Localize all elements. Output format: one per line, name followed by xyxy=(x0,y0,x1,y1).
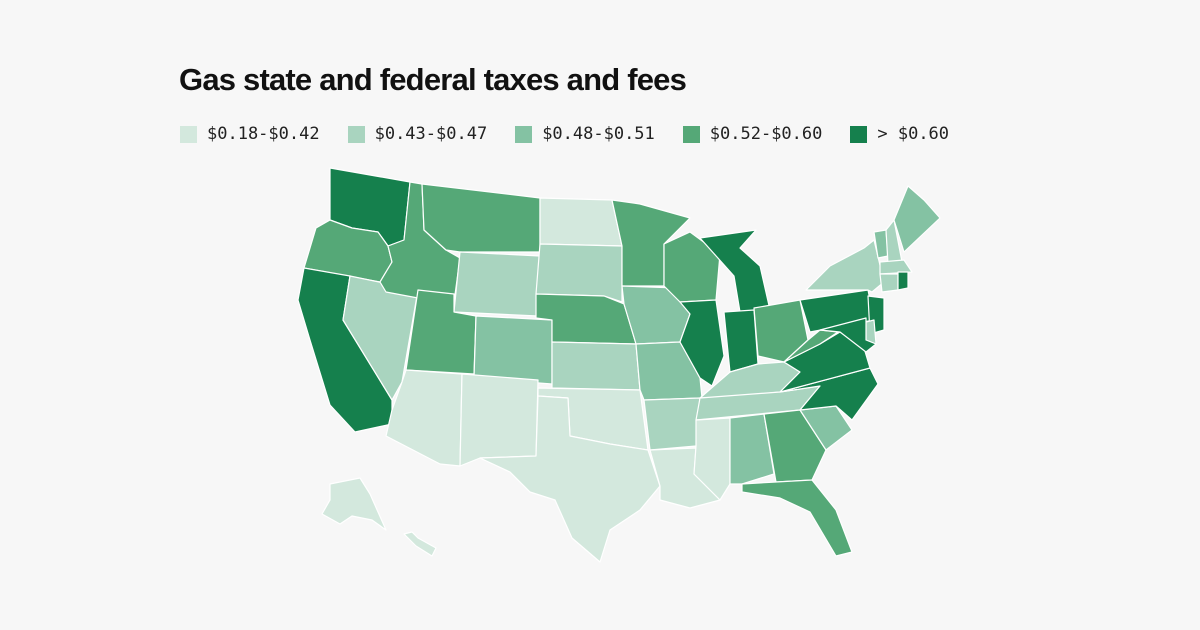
map-title: Gas state and federal taxes and fees xyxy=(179,62,687,97)
state-wy[interactable] xyxy=(453,251,541,317)
state-nm[interactable] xyxy=(459,373,539,467)
legend-item: > $0.60 xyxy=(850,124,949,144)
state-ks[interactable] xyxy=(551,341,641,391)
legend-label: $0.48-$0.51 xyxy=(542,124,655,144)
state-hi[interactable] xyxy=(403,531,437,557)
legend-item: $0.52-$0.60 xyxy=(682,124,823,144)
state-nd[interactable] xyxy=(539,197,623,247)
legend-swatch xyxy=(682,125,700,143)
legend-label: > $0.60 xyxy=(877,124,950,144)
legend-label: $0.52-$0.60 xyxy=(709,124,823,144)
state-co[interactable] xyxy=(473,315,553,385)
state-me[interactable] xyxy=(893,185,941,253)
state-mi[interactable] xyxy=(699,229,771,313)
state-mt[interactable] xyxy=(421,183,541,253)
legend-item: $0.48-$0.51 xyxy=(515,124,655,144)
state-ri[interactable] xyxy=(897,271,909,291)
state-tx[interactable] xyxy=(479,395,661,563)
state-fl[interactable] xyxy=(741,479,853,557)
state-nc[interactable] xyxy=(779,367,879,421)
state-ga[interactable] xyxy=(763,409,827,483)
state-in[interactable] xyxy=(723,309,759,373)
legend: $0.18-$0.42 $0.43-$0.47 $0.48-$0.51 $0.5… xyxy=(180,124,977,144)
legend-swatch xyxy=(347,125,365,143)
state-ak[interactable] xyxy=(321,477,387,531)
legend-label: $0.43-$0.47 xyxy=(374,124,488,144)
state-sd[interactable] xyxy=(535,243,623,303)
state-md[interactable] xyxy=(819,317,877,353)
state-al[interactable] xyxy=(729,413,775,485)
state-ny[interactable] xyxy=(805,239,885,293)
legend-item: $0.43-$0.47 xyxy=(347,124,488,144)
state-ar[interactable] xyxy=(643,397,701,451)
state-il[interactable] xyxy=(679,299,725,387)
state-ma[interactable] xyxy=(879,259,913,275)
legend-item: $0.18-$0.42 xyxy=(180,124,320,144)
state-ct[interactable] xyxy=(879,273,899,293)
legend-label: $0.18-$0.42 xyxy=(207,124,320,144)
legend-swatch xyxy=(850,125,868,143)
legend-swatch xyxy=(180,125,197,143)
legend-swatch xyxy=(515,125,533,143)
